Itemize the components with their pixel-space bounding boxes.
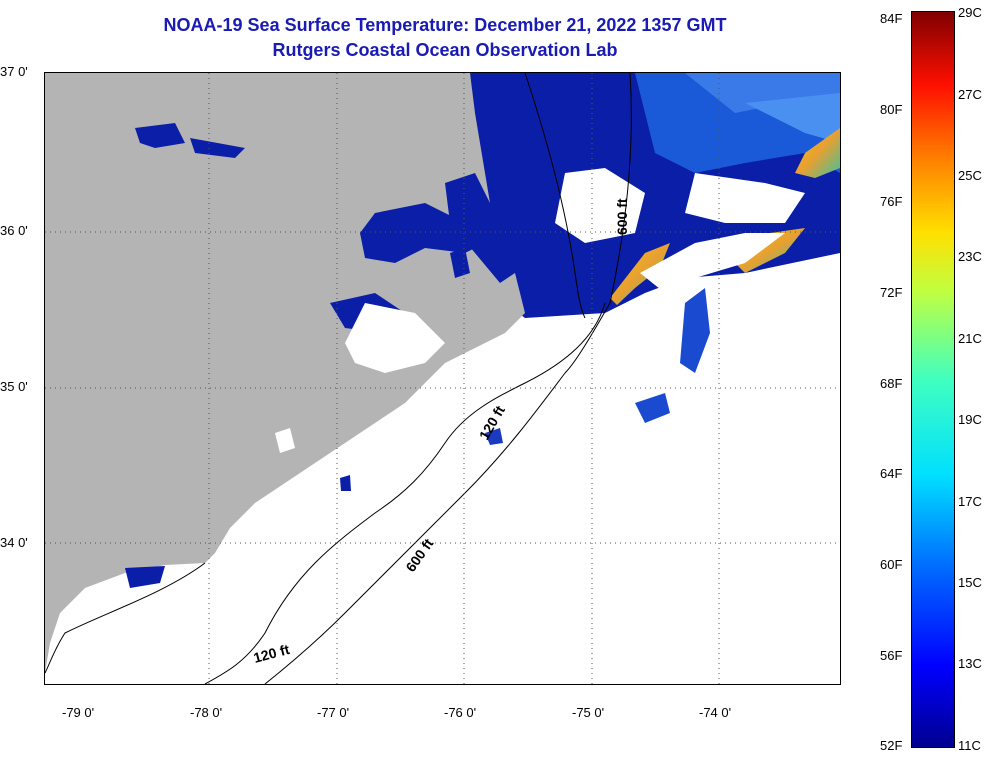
cbar-c-17: 17C	[958, 494, 982, 509]
lat-label-37: 37 0'	[0, 64, 28, 79]
cbar-c-23: 23C	[958, 249, 982, 264]
contour-label-120ft-north: 120 ft	[476, 403, 508, 443]
cbar-f-76: 76F	[880, 194, 903, 209]
lon-label-76: -76 0'	[444, 705, 477, 720]
temperature-colorbar	[911, 11, 955, 748]
lat-label-36: 36 0'	[0, 223, 28, 238]
cbar-f-68: 68F	[880, 376, 903, 391]
sst-ocean-field	[340, 73, 840, 491]
sounds	[125, 123, 515, 588]
cloud-mask	[555, 168, 805, 293]
bathymetry-contours	[45, 73, 632, 684]
lon-label-74: -74 0'	[699, 705, 732, 720]
cbar-f-56: 56F	[880, 648, 903, 663]
contour-label-120ft-south: 120 ft	[252, 641, 292, 666]
graticule	[45, 73, 840, 684]
contour-label-600ft-south: 600 ft	[402, 535, 436, 574]
lat-label-34: 34 0'	[0, 535, 28, 550]
lon-label-77: -77 0'	[317, 705, 350, 720]
cbar-c-29: 29C	[958, 5, 982, 20]
cbar-f-72: 72F	[880, 285, 903, 300]
cbar-f-80: 80F	[880, 102, 903, 117]
sst-map: 120 ft 600 ft 120 ft 600 ft	[44, 72, 841, 685]
cbar-c-11: 11C	[958, 738, 981, 753]
cbar-c-15: 15C	[958, 575, 982, 590]
lon-label-78: -78 0'	[190, 705, 223, 720]
cbar-c-13: 13C	[958, 656, 982, 671]
lat-label-35: 35 0'	[0, 379, 28, 394]
cbar-c-25: 25C	[958, 168, 982, 183]
map-title: NOAA-19 Sea Surface Temperature: Decembe…	[163, 15, 727, 35]
cbar-f-64: 64F	[880, 466, 903, 481]
cbar-f-52: 52F	[880, 738, 903, 753]
cbar-c-21: 21C	[958, 331, 982, 346]
contour-label-600ft-north: 600 ft	[614, 198, 630, 235]
cbar-c-19: 19C	[958, 412, 982, 427]
sound-clouds	[275, 303, 445, 453]
cbar-f-84: 84F	[880, 11, 903, 26]
lon-label-79: -79 0'	[62, 705, 95, 720]
cbar-c-27: 27C	[958, 87, 982, 102]
map-subtitle: Rutgers Coastal Ocean Observation Lab	[272, 40, 618, 60]
lon-label-75: -75 0'	[572, 705, 605, 720]
cbar-f-60: 60F	[880, 557, 903, 572]
land	[45, 73, 525, 673]
